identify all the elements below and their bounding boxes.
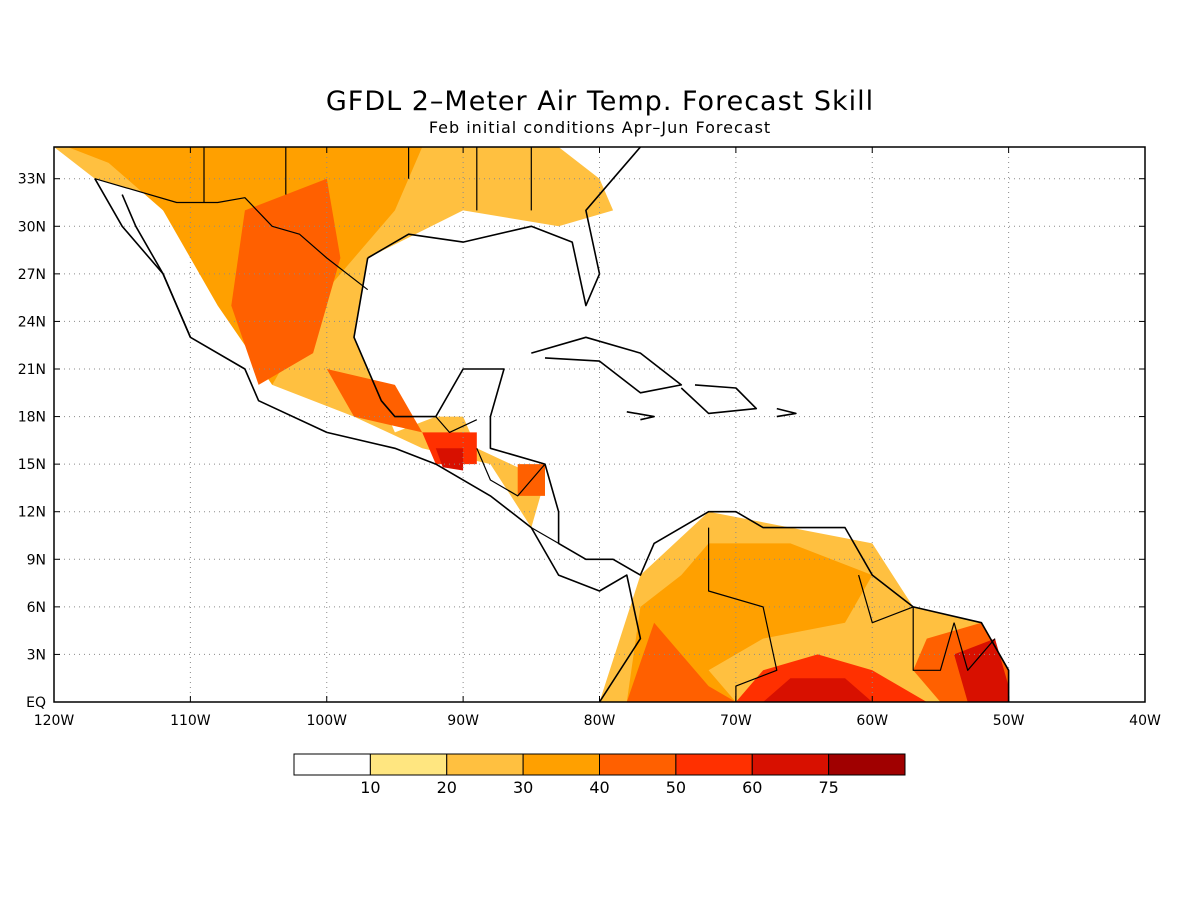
lon-label: 50W (993, 713, 1025, 729)
lon-label: 90W (447, 713, 479, 729)
lat-label: 18N (18, 410, 46, 426)
colorbar-swatch (599, 753, 677, 776)
coastline (776, 407, 797, 418)
lat-label: 6N (27, 600, 46, 616)
colorbar-label: 40 (589, 778, 609, 797)
lon-label: 60W (856, 713, 888, 729)
colorbar-label: 10 (360, 778, 380, 797)
colorbar-swatch (751, 753, 830, 776)
country-border (94, 178, 369, 291)
coastline (531, 336, 683, 394)
latitude-labels: EQ 3N 6N 9N 12N 15N 18N 21N 24N 27N 30N 33N (18, 172, 46, 711)
lat-label: 27N (18, 267, 46, 283)
longitude-labels: 120W 110W 100W 90W 80W 70W 60W 50W 40W (34, 713, 1161, 729)
lat-label: EQ (26, 695, 46, 711)
map-title: GFDL 2–Meter Air Temp. Forecast Skill (325, 86, 875, 117)
political-borders (94, 147, 996, 702)
colorbar-label: 50 (666, 778, 686, 797)
country-border (953, 622, 996, 671)
lon-label: 100W (306, 713, 347, 729)
country-border (858, 574, 914, 624)
skill-region-8 (626, 543, 873, 702)
lat-label: 9N (27, 552, 46, 568)
colorbar-swatch (369, 753, 448, 776)
lon-label: 80W (584, 713, 616, 729)
country-border (707, 527, 778, 702)
axis-ticks (53, 147, 1146, 703)
lat-label: 24N (18, 314, 46, 330)
lon-label: 120W (34, 713, 75, 729)
skill-region-4 (422, 432, 477, 465)
lon-label: 40W (1129, 713, 1161, 729)
colorbar: 10 20 30 40 50 60 75 (293, 753, 906, 797)
coastline (121, 194, 192, 338)
colorbar-swatch (828, 753, 906, 776)
skill-shading (54, 147, 1009, 702)
skill-region-2 (231, 178, 341, 385)
skill-region-9 (626, 622, 736, 702)
coastline (367, 147, 642, 307)
country-border (530, 527, 559, 544)
lat-label: 33N (18, 172, 46, 188)
lat-label: 21N (18, 362, 46, 378)
coastline (626, 411, 655, 421)
lat-label: 30N (18, 219, 46, 235)
colorbar-swatch (522, 753, 600, 776)
colorbar-label: 20 (437, 778, 457, 797)
lon-label: 70W (720, 713, 752, 729)
colorbar-label: 75 (818, 778, 838, 797)
colorbar-label: 60 (742, 778, 762, 797)
colorbar-swatch (675, 753, 753, 776)
country-border (476, 448, 546, 497)
country-border (435, 416, 478, 433)
lat-label: 15N (18, 457, 46, 473)
lon-label: 110W (170, 713, 211, 729)
colorbar-swatch (446, 753, 524, 776)
lat-label: 12N (18, 505, 46, 521)
country-border (912, 606, 955, 671)
skill-region-5 (435, 448, 464, 471)
colorbar-swatch (293, 753, 371, 776)
colorbar-label: 30 (513, 778, 533, 797)
skill-region-11 (763, 678, 873, 702)
map-subtitle: Feb initial conditions Apr–Jun Forecast (428, 118, 772, 137)
lat-label: 3N (27, 647, 46, 663)
coastline (680, 384, 758, 415)
